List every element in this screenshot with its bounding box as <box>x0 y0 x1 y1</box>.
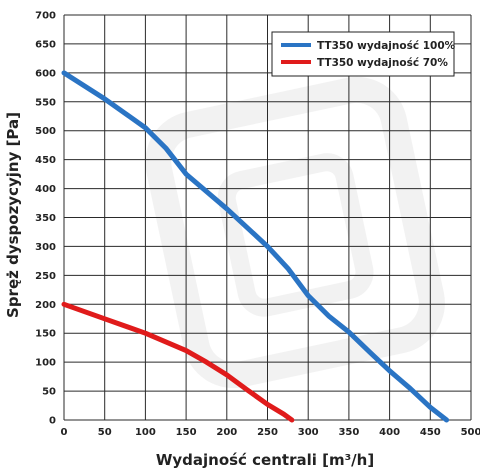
y-tick-label: 0 <box>49 416 56 427</box>
legend-label-series-1: TT350 wydajność 100% <box>317 40 456 52</box>
y-tick-label: 100 <box>35 358 56 369</box>
y-tick-label: 350 <box>35 213 56 224</box>
x-tick-label: 50 <box>98 427 112 438</box>
y-tick-label: 550 <box>35 97 56 108</box>
y-tick-label: 200 <box>35 300 56 311</box>
series-line-2 <box>61 301 295 423</box>
x-tick-label: 200 <box>216 427 237 438</box>
x-axis-label: Wydajność centrali [m³/h] <box>156 451 374 469</box>
y-tick-label: 300 <box>35 242 56 253</box>
x-tick-label: 500 <box>461 427 480 438</box>
y-tick-label: 50 <box>42 387 56 398</box>
y-tick-label: 500 <box>35 126 56 137</box>
x-axis-ticks: 0 50 100 150 200 250 300 350 400 450 500 <box>61 427 480 438</box>
legend: TT350 wydajność 100% TT350 wydajność 70% <box>271 31 456 77</box>
y-tick-label: 650 <box>35 39 56 50</box>
x-tick-label: 150 <box>176 427 197 438</box>
y-tick-label: 600 <box>35 68 56 79</box>
legend-label-series-2: TT350 wydajność 70% <box>317 57 448 69</box>
y-tick-label: 150 <box>35 329 56 340</box>
legend-box <box>271 31 455 77</box>
y-tick-label: 250 <box>35 271 56 282</box>
y-axis-ticks: 0 50 100 150 200 250 300 350 400 450 500 550 600 650 7… <box>35 11 56 427</box>
y-tick-label: 450 <box>35 155 56 166</box>
x-tick-label: 0 <box>61 427 68 438</box>
y-tick-label: 400 <box>35 184 56 195</box>
x-tick-label: 100 <box>135 427 156 438</box>
x-tick-label: 300 <box>298 427 319 438</box>
y-tick-label: 700 <box>35 11 56 22</box>
x-tick-label: 250 <box>257 427 278 438</box>
y-axis-label: Spręż dyspozycyjny [Pa] <box>4 112 22 318</box>
series-lines <box>61 70 450 423</box>
x-tick-label: 350 <box>338 427 359 438</box>
x-tick-label: 450 <box>420 427 441 438</box>
x-tick-label: 400 <box>379 427 400 438</box>
logo-watermark <box>145 76 445 389</box>
series-line-1 <box>61 70 450 423</box>
